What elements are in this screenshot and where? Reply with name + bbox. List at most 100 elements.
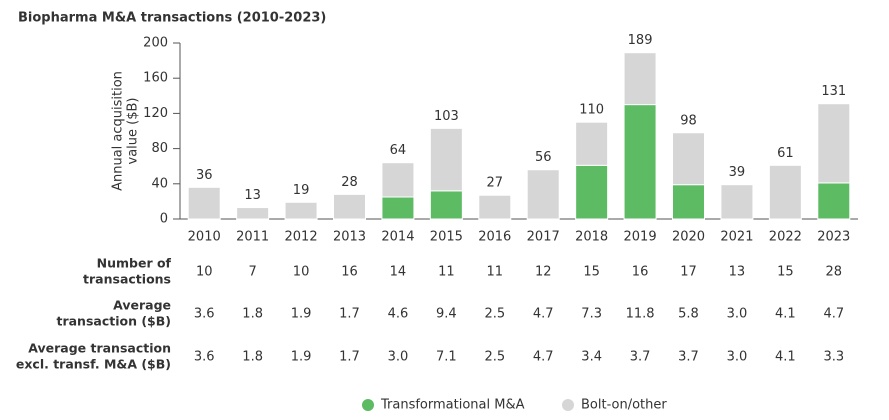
x-tick-label: 2012 [285, 230, 318, 245]
total-label: 98 [680, 113, 697, 128]
table-cell: 4.7 [823, 307, 844, 322]
bar-segment [575, 164, 609, 220]
table-cell: 1.8 [242, 307, 263, 322]
x-tick-label: 2022 [769, 230, 802, 245]
x-tick-label: 2016 [478, 230, 511, 245]
table-cell: 10 [196, 265, 213, 280]
legend-swatch [562, 399, 574, 411]
table-cell: 15 [583, 265, 600, 280]
table-cell: 7.1 [436, 350, 457, 365]
bar-segment [672, 184, 705, 220]
table-cell: 1.9 [291, 350, 312, 365]
total-label: 19 [293, 183, 310, 198]
bar-segment [429, 127, 463, 192]
bar-segment [429, 190, 463, 220]
table-cell: 3.0 [727, 350, 748, 365]
total-label: 103 [434, 109, 459, 124]
bar-segment [575, 121, 609, 166]
y-tick-label: 40 [151, 176, 168, 191]
table-cell: 2.5 [484, 350, 505, 365]
table-cell: 1.7 [339, 307, 360, 322]
table-cell: 17 [680, 265, 697, 280]
row-label: transactions [83, 272, 171, 287]
table-cell: 10 [293, 265, 310, 280]
total-label: 56 [535, 150, 552, 165]
total-label: 39 [729, 165, 746, 180]
row-label: transaction ($B) [56, 314, 171, 329]
table-cell: 4.7 [533, 307, 554, 322]
total-label: 27 [487, 176, 504, 191]
bar-segment [381, 196, 415, 220]
row-label: Number of [97, 256, 172, 271]
bar-segment [478, 194, 512, 220]
legend-swatch [362, 399, 374, 411]
table-cell: 7.3 [581, 307, 602, 322]
x-tick-label: 2014 [381, 230, 414, 245]
table-cell: 1.8 [242, 350, 263, 365]
bar-segment [623, 52, 657, 106]
table-cell: 11 [487, 265, 504, 280]
table-cell: 7 [249, 265, 257, 280]
table-cell: 15 [777, 265, 794, 280]
table-cell: 4.1 [775, 350, 796, 365]
table-cell: 11 [438, 265, 455, 280]
table-cell: 3.6 [194, 350, 215, 365]
bar-segment [817, 103, 851, 184]
bar-segment [672, 132, 705, 186]
total-label: 28 [341, 175, 358, 190]
table-cell: 4.1 [775, 307, 796, 322]
bar-segment [381, 162, 415, 198]
total-label: 36 [196, 168, 213, 183]
table-cell: 3.7 [678, 350, 699, 365]
table-cell: 4.7 [533, 350, 554, 365]
x-tick-label: 2018 [575, 230, 608, 245]
table-cell: 28 [826, 265, 843, 280]
row-label: excl. transf. M&A ($B) [16, 357, 171, 372]
total-label: 110 [579, 103, 604, 118]
total-label: 131 [821, 84, 846, 99]
x-tick-label: 2017 [527, 230, 560, 245]
table-cell: 3.6 [194, 307, 215, 322]
table-cell: 3.0 [727, 307, 748, 322]
x-tick-label: 2019 [624, 230, 657, 245]
table-cell: 3.4 [581, 350, 602, 365]
row-label: Average transaction [28, 341, 171, 356]
table-cell: 16 [341, 265, 358, 280]
table-cell: 5.8 [678, 307, 699, 322]
table-cell: 12 [535, 265, 552, 280]
total-label: 61 [777, 146, 794, 161]
bar-segment [768, 164, 802, 220]
bar-segment [284, 201, 318, 220]
bar-segment [333, 193, 366, 220]
y-tick-label: 120 [143, 106, 168, 121]
chart-title: Biopharma M&A transactions (2010-2023) [18, 11, 326, 26]
table-cell: 13 [729, 265, 746, 280]
y-tick-label: 0 [160, 212, 168, 227]
y-tick-label: 160 [143, 71, 168, 86]
bar-segment [623, 104, 657, 220]
y-axis-label: value ($B) [126, 98, 141, 165]
x-tick-label: 2010 [188, 230, 221, 245]
x-tick-label: 2021 [720, 230, 753, 245]
table-cell: 1.9 [291, 307, 312, 322]
y-tick-label: 200 [143, 36, 168, 51]
table-cell: 3.3 [823, 350, 844, 365]
bar-segment [720, 184, 754, 220]
y-tick-label: 80 [151, 141, 168, 156]
x-tick-label: 2020 [672, 230, 705, 245]
table-cell: 11.8 [626, 307, 655, 322]
legend-label: Bolt-on/other [581, 398, 667, 413]
table-cell: 1.7 [339, 350, 360, 365]
total-label: 13 [244, 188, 261, 203]
table-cell: 16 [632, 265, 649, 280]
y-axis-label: Annual acquisition [111, 71, 126, 191]
table-cell: 9.4 [436, 307, 457, 322]
x-tick-label: 2011 [236, 230, 269, 245]
legend-label: Transformational M&A [380, 398, 525, 413]
bar-segment [817, 182, 851, 220]
bar-segment [236, 207, 270, 220]
x-tick-label: 2023 [817, 230, 850, 245]
table-cell: 2.5 [484, 307, 505, 322]
table-cell: 3.0 [388, 350, 409, 365]
